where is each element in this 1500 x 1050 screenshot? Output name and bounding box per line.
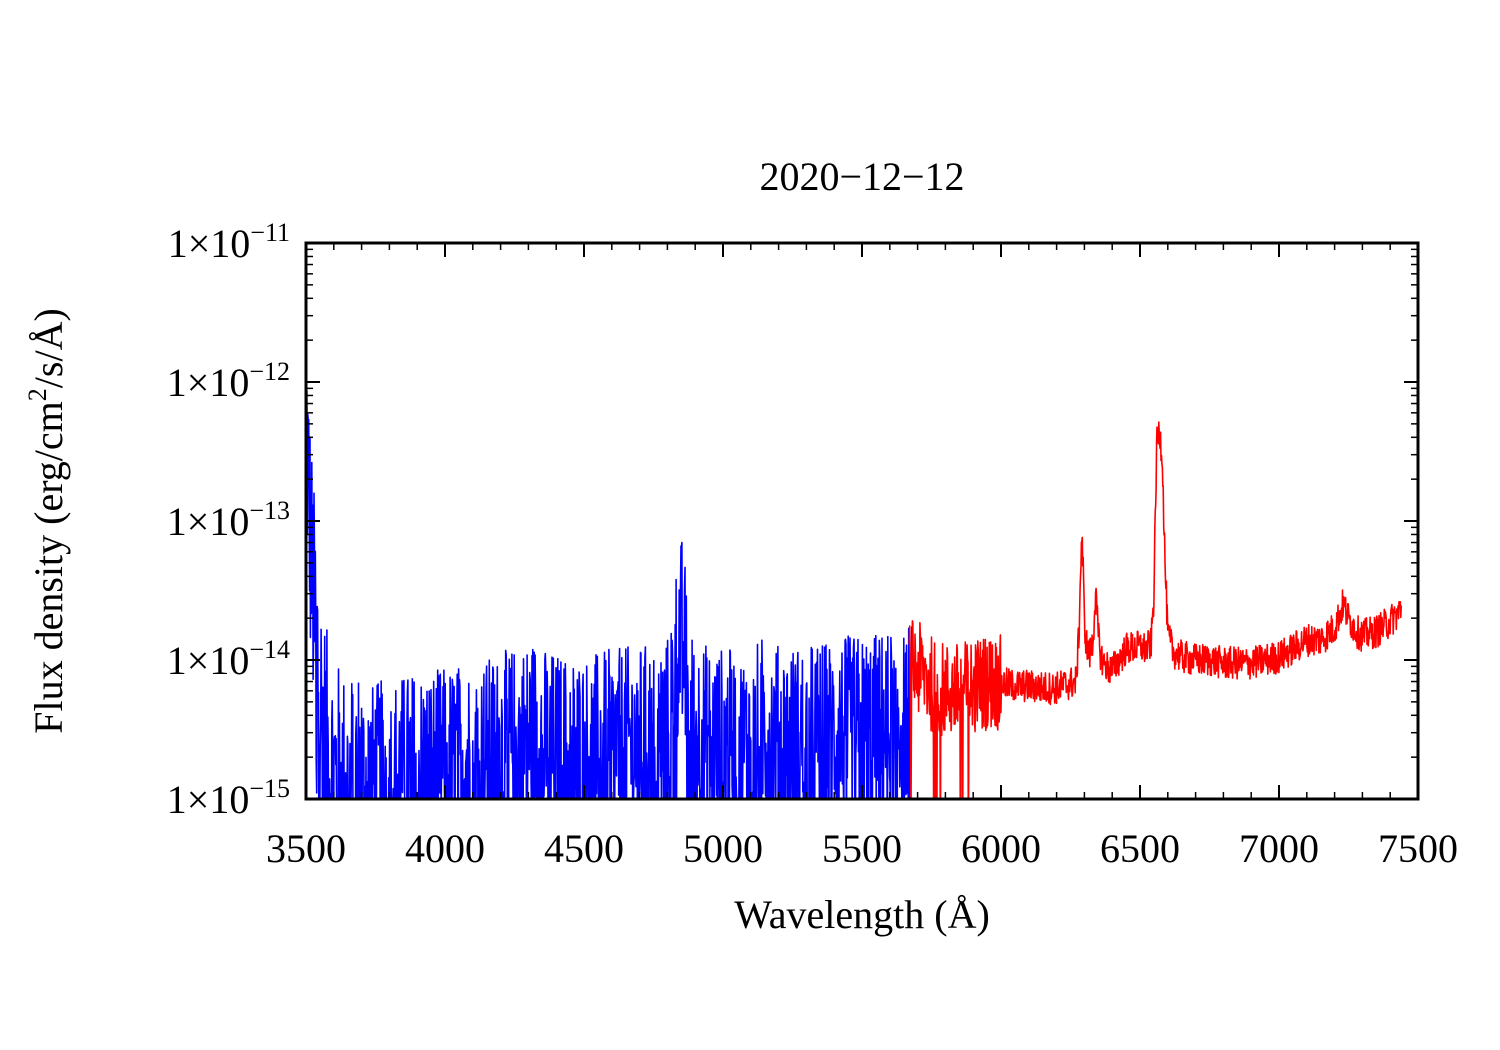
x-tick-labels: 3500 4000 4500 5000 5500 6000 6500 7000 7500 — [266, 826, 1458, 871]
series-layer — [306, 364, 1402, 799]
x-tick-label: 4500 — [544, 826, 624, 871]
y-tick-label: 1×10−15 — [167, 774, 290, 822]
y-tick-mantissa: 1×10 — [167, 777, 250, 822]
y-tick-label: 1×10−13 — [167, 496, 290, 544]
x-axis-label: Wavelength (Å) — [734, 892, 990, 937]
x-tick-label: 5000 — [683, 826, 763, 871]
y-tick-labels: 1×10−151×10−141×10−131×10−121×10−11 — [167, 218, 290, 822]
x-tick-label: 3500 — [266, 826, 346, 871]
y-tick-exponent: −14 — [249, 635, 290, 664]
x-tick-label: 6500 — [1100, 826, 1180, 871]
y-axis-label-main: Flux density (erg/cm — [26, 401, 71, 734]
series-1-line — [306, 364, 913, 799]
y-axis-label-superscript: 2 — [23, 388, 52, 401]
chart-title: 2020−12−12 — [759, 154, 964, 199]
series-2-line — [908, 421, 1402, 799]
y-tick-label: 1×10−12 — [167, 357, 290, 405]
y-tick-exponent: −11 — [250, 218, 290, 247]
y-tick-exponent: −13 — [249, 496, 290, 525]
x-tick-label: 7500 — [1378, 826, 1458, 871]
y-tick-exponent: −15 — [249, 774, 290, 803]
y-tick-exponent: −12 — [249, 357, 290, 386]
y-axis-label: Flux density (erg/cm2/s/Å) — [23, 308, 71, 734]
x-tick-label: 6000 — [961, 826, 1041, 871]
x-tick-label: 7000 — [1239, 826, 1319, 871]
y-tick-mantissa: 1×10 — [167, 360, 250, 405]
y-tick-mantissa: 1×10 — [167, 638, 250, 683]
x-tick-label: 5500 — [822, 826, 902, 871]
y-tick-mantissa: 1×10 — [168, 221, 251, 266]
plot-area — [304, 241, 1420, 801]
y-tick-mantissa: 1×10 — [167, 499, 250, 544]
y-tick-label: 1×10−11 — [168, 218, 290, 266]
x-tick-label: 4000 — [405, 826, 485, 871]
y-axis-label-tail: /s/Å) — [26, 308, 71, 388]
y-tick-label: 1×10−14 — [167, 635, 290, 683]
plot-frame — [304, 241, 1420, 801]
